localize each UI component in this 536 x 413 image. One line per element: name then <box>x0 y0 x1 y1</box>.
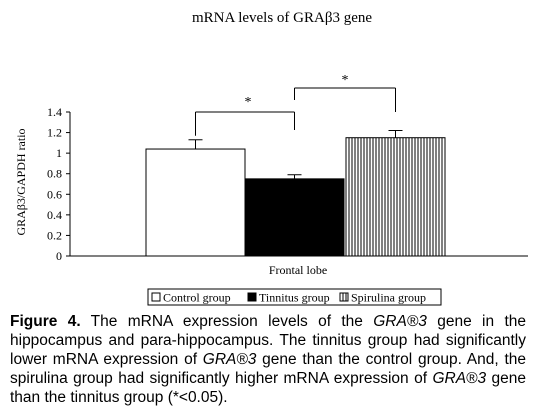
y-tick-label: 0.4 <box>47 208 62 222</box>
y-tick-label: 0.8 <box>47 167 62 181</box>
caption-gene-name: GRA®3 <box>202 351 257 368</box>
x-axis-label: Frontal lobe <box>269 263 327 277</box>
bar-chart-svg: mRNA levels of GRAβ3 gene GRAβ3/GAPDH ra… <box>14 10 528 306</box>
caption-gene-name: GRA®3 <box>432 370 487 387</box>
chart-title: mRNA levels of GRAβ3 gene <box>192 10 372 26</box>
legend-box <box>147 288 442 306</box>
legend-swatch <box>247 292 257 302</box>
caption-gene-name: GRA®3 <box>373 313 427 330</box>
legend: Control group Tinnitus group Spirulina gro… <box>147 288 442 306</box>
legend-label: Control group <box>163 291 231 305</box>
y-tick-label: 1 <box>56 146 62 160</box>
caption-part: gene than the control group. And, the sp… <box>10 351 526 387</box>
significance-star: * <box>245 95 252 110</box>
caption-part: gene in the hippocampus and para-hippoca… <box>10 313 526 368</box>
y-tick-label: 0 <box>56 249 62 263</box>
legend-label: Spirulina group <box>351 291 426 305</box>
y-tick-label: 1.4 <box>47 105 62 119</box>
legend-label: Tinnitus group <box>259 291 330 305</box>
chart: mRNA levels of GRAβ3 gene GRAβ3/GAPDH ra… <box>14 10 528 306</box>
plot-area: 0 0.2 0.4 0.6 0.8 1 1.2 1.4 * * <box>47 73 528 263</box>
caption-lead: Figure 4. <box>10 313 81 330</box>
legend-swatch <box>151 292 161 302</box>
y-tick-label: 0.2 <box>47 228 62 242</box>
legend-swatch <box>339 292 349 302</box>
bar <box>345 137 446 257</box>
y-axis-label: GRAβ3/GAPDH ratio <box>14 128 28 235</box>
y-tick-label: 1.2 <box>47 126 62 140</box>
significance-star: * <box>342 73 349 88</box>
bar <box>145 148 246 257</box>
y-tick-label: 0.6 <box>47 187 62 201</box>
caption-part: gene than the tinnitus group (*<0.05). <box>10 370 526 406</box>
caption-part: The mRNA expression levels of the <box>80 313 374 330</box>
figure-caption: Figure 4. The mRNA expression levels of … <box>10 312 526 407</box>
bar <box>244 178 345 257</box>
